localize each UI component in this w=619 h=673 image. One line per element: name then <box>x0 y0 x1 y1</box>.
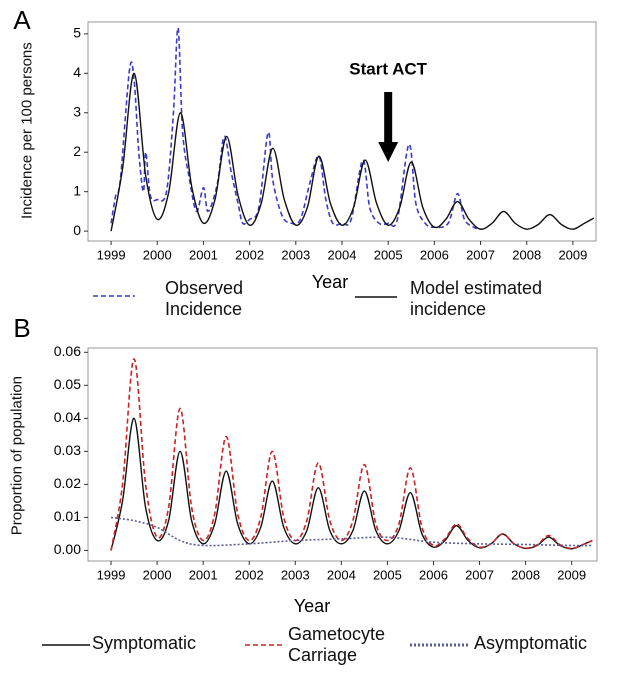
x-tick-label: 2002 <box>235 567 264 582</box>
x-tick-label: 2009 <box>558 247 587 262</box>
y-axis-title: Proportion of population <box>8 375 26 535</box>
x-tick-label: 2003 <box>281 567 310 582</box>
y-tick-label: 0.06 <box>54 343 81 359</box>
y-tick-label: 0.04 <box>54 409 81 425</box>
panel-label: B <box>13 313 30 343</box>
y-tick-label: 2 <box>73 143 81 159</box>
legend-label: Model estimated incidence <box>410 278 543 319</box>
x-tick-label: 2000 <box>143 247 172 262</box>
y-tick-label: 0.03 <box>54 442 81 458</box>
x-tick-label: 2005 <box>373 567 402 582</box>
y-tick-label: 5 <box>73 25 81 41</box>
x-tick-label: 2004 <box>327 567 356 582</box>
x-tick-label: 2007 <box>466 247 495 262</box>
annotation-arrow-head <box>378 142 399 162</box>
x-axis-title: Year <box>294 596 330 616</box>
legend-label: Asymptomatic <box>474 633 588 653</box>
y-tick-label: 0.01 <box>54 508 81 524</box>
legend-label: Gametocyte Carriage <box>288 624 386 665</box>
x-tick-label: 2005 <box>374 247 403 262</box>
legend-label: Observed Incidence <box>165 278 244 319</box>
series-line <box>110 358 593 551</box>
x-tick-label: 2009 <box>557 567 586 582</box>
x-tick-label: 2003 <box>281 247 310 262</box>
x-tick-label: 2004 <box>328 247 357 262</box>
y-tick-label: 1 <box>73 182 81 198</box>
x-tick-label: 1999 <box>97 247 126 262</box>
x-tick-label: 2008 <box>511 567 540 582</box>
y-tick-label: 4 <box>73 64 81 80</box>
x-tick-label: 2008 <box>512 247 541 262</box>
y-tick-label: 0.02 <box>54 475 81 491</box>
y-tick-label: 0 <box>73 222 81 238</box>
y-tick-label: 0.00 <box>54 541 81 557</box>
series-line <box>110 27 481 230</box>
annotation-arrow-shaft <box>384 92 393 144</box>
x-tick-label: 1999 <box>97 567 126 582</box>
x-axis-title: Year <box>312 272 348 292</box>
x-tick-label: 2006 <box>419 567 448 582</box>
x-tick-label: 2007 <box>465 567 494 582</box>
x-tick-label: 2000 <box>143 567 172 582</box>
y-axis-title: Incidence per 100 persons <box>18 41 36 219</box>
x-tick-label: 2001 <box>189 247 218 262</box>
x-tick-label: 2001 <box>189 567 218 582</box>
plot-frame <box>87 347 598 562</box>
series-line <box>110 516 593 547</box>
y-tick-label: 3 <box>73 103 81 119</box>
series-line <box>110 72 595 232</box>
x-tick-label: 2006 <box>420 247 449 262</box>
y-tick-label: 0.05 <box>54 376 81 392</box>
panel-label: A <box>13 5 31 35</box>
annotation: Start ACT <box>349 59 427 78</box>
x-tick-label: 2002 <box>235 247 264 262</box>
series-line <box>110 417 593 551</box>
legend-label: Symptomatic <box>92 633 197 653</box>
